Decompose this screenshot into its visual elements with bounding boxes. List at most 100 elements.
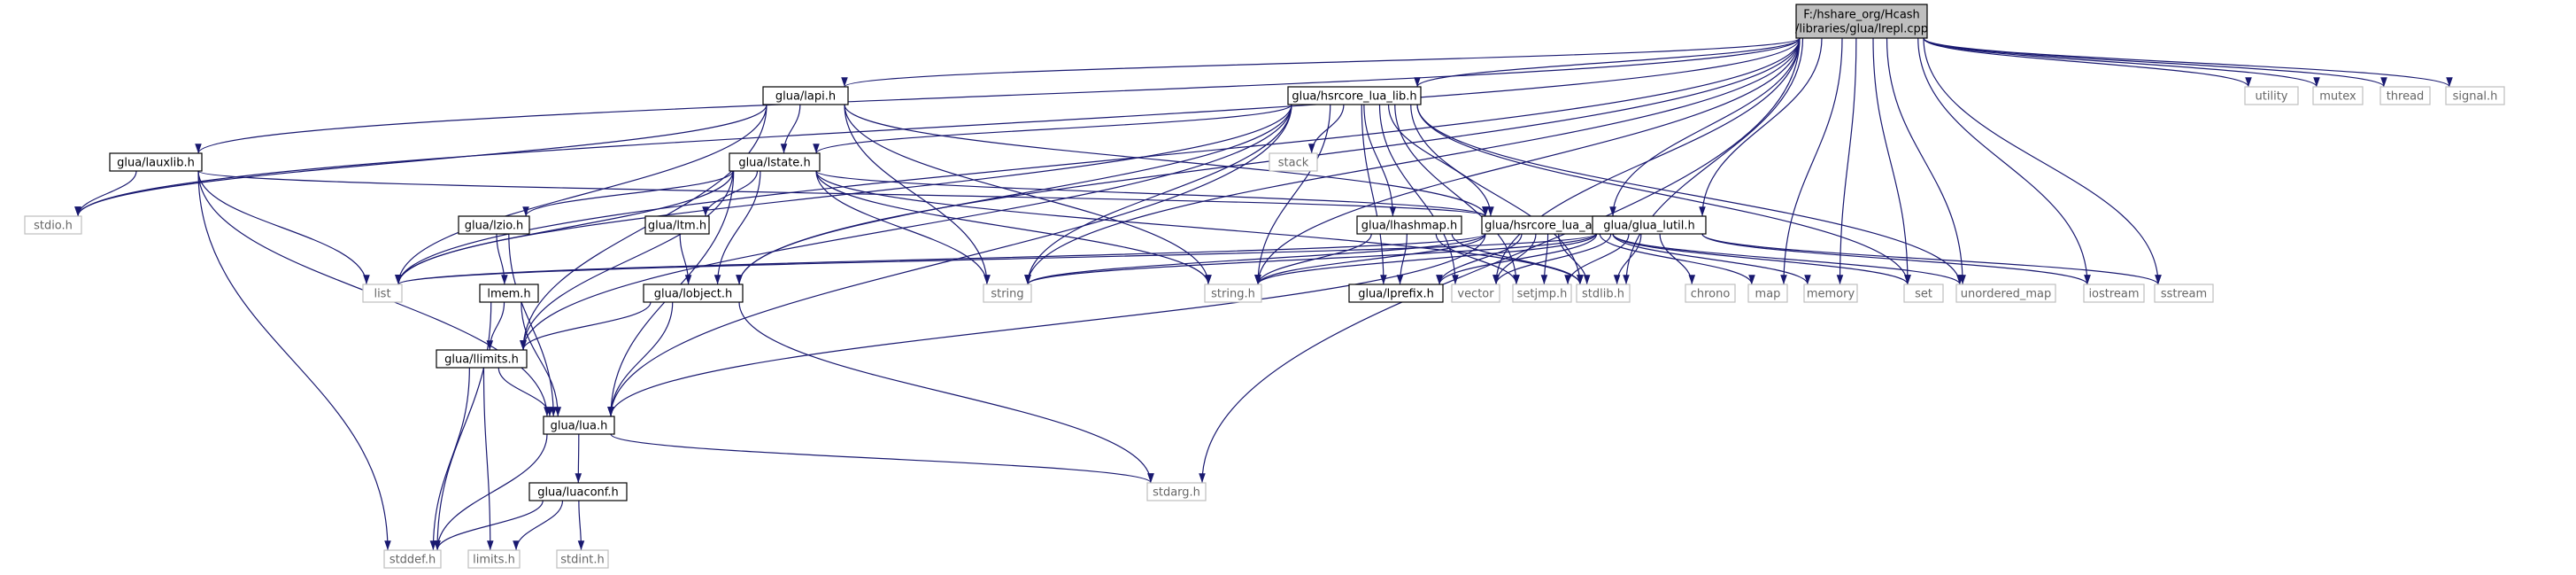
node-llimits[interactable]: glua/llimits.h [436, 349, 528, 369]
node-lhashmap[interactable]: glua/lhashmap.h [1356, 215, 1462, 235]
node-root[interactable]: F:/hshare_org/Hcash/libraries/glua/lrepl… [1795, 4, 1928, 39]
node-label-lutil: glua/glua_lutil.h [1603, 220, 1695, 233]
edge-hsrlib-to-set [1416, 104, 1911, 285]
node-vector: vector [1451, 284, 1500, 303]
node-box-stack [1269, 152, 1318, 172]
node-box-ltm [644, 215, 710, 235]
node-label-vector: vector [1457, 288, 1494, 301]
node-label-utility: utility [2256, 90, 2288, 104]
edge-lutil-to-list [395, 233, 1597, 285]
node-box-vector [1451, 284, 1500, 303]
edge-lzio-to-lua [508, 233, 557, 417]
node-lzio[interactable]: glua/lzio.h [458, 215, 530, 235]
node-box-limits [467, 549, 521, 569]
edge-root-to-map [1780, 37, 1843, 285]
node-box-luaconf [528, 482, 628, 501]
node-limits: limits.h [467, 549, 521, 569]
node-hsrlib[interactable]: glua/hsrcore_lua_lib.h [1287, 86, 1422, 105]
node-lobject[interactable]: glua/lobject.h [643, 284, 744, 303]
edge-llimits-to-lua [497, 367, 553, 417]
edge-lutil-to-vector [1492, 233, 1612, 285]
node-label-limits: limits.h [473, 554, 515, 567]
node-label-lmem: lmem.h [487, 288, 530, 301]
edge-root-to-signal [1923, 37, 2453, 88]
node-string: string [983, 284, 1032, 303]
edge-hsrlib-to-lhashmap [1363, 104, 1397, 217]
node-label-hsrlib: glua/hsrcore_lua_lib.h [1292, 90, 1416, 104]
edge-hsrlib-to-vector [1378, 104, 1459, 285]
edge-root-to-iostream [1917, 37, 2091, 285]
edge-hsrapi-to-setjmp [1540, 233, 1549, 285]
edge-luaconf-to-limits [513, 500, 564, 551]
node-lmem[interactable]: lmem.h [479, 284, 539, 303]
node-box-lhashmap [1356, 215, 1462, 235]
node-label-list: list [374, 288, 390, 301]
edge-hsrlib-to-lobject [736, 104, 1292, 285]
edge-lhashmap-to-lprefix [1396, 233, 1408, 285]
edge-hsrlib-to-hsrapi [1387, 104, 1494, 217]
node-lua[interactable]: glua/lua.h [543, 416, 615, 435]
nodes-layer: F:/hshare_org/Hcash/libraries/glua/lrepl… [24, 4, 2505, 569]
edge-lapi-to-hsrapi [844, 104, 1489, 217]
node-box-lapi [762, 86, 849, 105]
node-box-llimits [436, 349, 528, 369]
node-label-sstream: sstream [2161, 288, 2207, 301]
node-lprefix[interactable]: glua/lprefix.h [1348, 284, 1444, 303]
edge-luaconf-to-stdint [577, 500, 585, 551]
node-label-stringh: string.h [1211, 288, 1255, 301]
node-hsrapi[interactable]: glua/hsrcore_lua_api.h [1481, 215, 1617, 235]
node-lstate[interactable]: glua/lstate.h [729, 152, 821, 172]
node-box-thread [2379, 86, 2431, 105]
node-label-stdio: stdio.h [34, 220, 73, 233]
node-label-iostream: iostream [2088, 288, 2139, 301]
node-box-lmem [479, 284, 539, 303]
edge-root-to-lapi [841, 37, 1801, 88]
node-box-stdio [24, 215, 82, 235]
edge-root-to-set [1872, 37, 1911, 285]
edge-root-to-stringh [1254, 37, 1801, 285]
node-stdint: stdint.h [556, 549, 609, 569]
node-box-setjmp [1512, 284, 1572, 303]
node-lauxlib[interactable]: glua/lauxlib.h [109, 152, 203, 172]
node-set: set [1903, 284, 1944, 303]
node-label-stack: stack [1278, 157, 1309, 170]
node-label-string: string [991, 288, 1023, 301]
edge-lauxlib-to-list [197, 170, 370, 285]
node-label-mutex: mutex [2319, 90, 2356, 104]
node-setjmp: setjmp.h [1512, 284, 1572, 303]
node-box-lua [543, 416, 615, 435]
node-box-stddef [383, 549, 442, 569]
node-label-luaconf: glua/luaconf.h [537, 486, 619, 500]
edge-lutil-to-iostream [1701, 233, 2091, 285]
edge-lapi-to-stdio [74, 104, 767, 217]
edge-root-to-mutex [1923, 37, 2320, 88]
node-lutil[interactable]: glua/glua_lutil.h [1592, 215, 1707, 235]
edge-lutil-to-stdlib [1613, 233, 1642, 285]
node-label-setjmp: setjmp.h [1517, 288, 1568, 301]
edge-lobject-to-llimits [520, 301, 652, 351]
edge-llimits-to-limits [482, 367, 494, 551]
edge-root-to-umap [1886, 37, 1966, 285]
edge-root-to-sstream [1923, 37, 2162, 285]
edge-hsrlib-to-lprefix [1361, 104, 1387, 285]
node-umap: unordered_map [1955, 284, 2056, 303]
edge-lutil-to-setjmp [1564, 233, 1630, 285]
node-ltm[interactable]: glua/ltm.h [644, 215, 710, 235]
node-label-stdlib: stdlib.h [1582, 288, 1624, 301]
node-label-signal: signal.h [2453, 90, 2498, 104]
edge-lmem-to-lua [521, 301, 562, 417]
edge-hsrlib-to-umap [1416, 104, 1963, 285]
node-box-lzio [458, 215, 530, 235]
edge-hsrapi-to-umap [1612, 233, 1963, 285]
edge-lstate-to-hsrapi [815, 170, 1489, 217]
node-lapi[interactable]: glua/lapi.h [762, 86, 849, 105]
node-box-stdlib [1576, 284, 1631, 303]
node-label-stdarg: stdarg.h [1153, 486, 1200, 500]
node-label-thread: thread [2387, 90, 2425, 104]
node-sstream: sstream [2154, 284, 2214, 303]
edge-lapi-to-lstate [780, 104, 801, 154]
node-luaconf[interactable]: glua/luaconf.h [528, 482, 628, 501]
edge-hsrapi-to-memory [1612, 233, 1811, 285]
node-label-chrono: chrono [1691, 288, 1731, 301]
